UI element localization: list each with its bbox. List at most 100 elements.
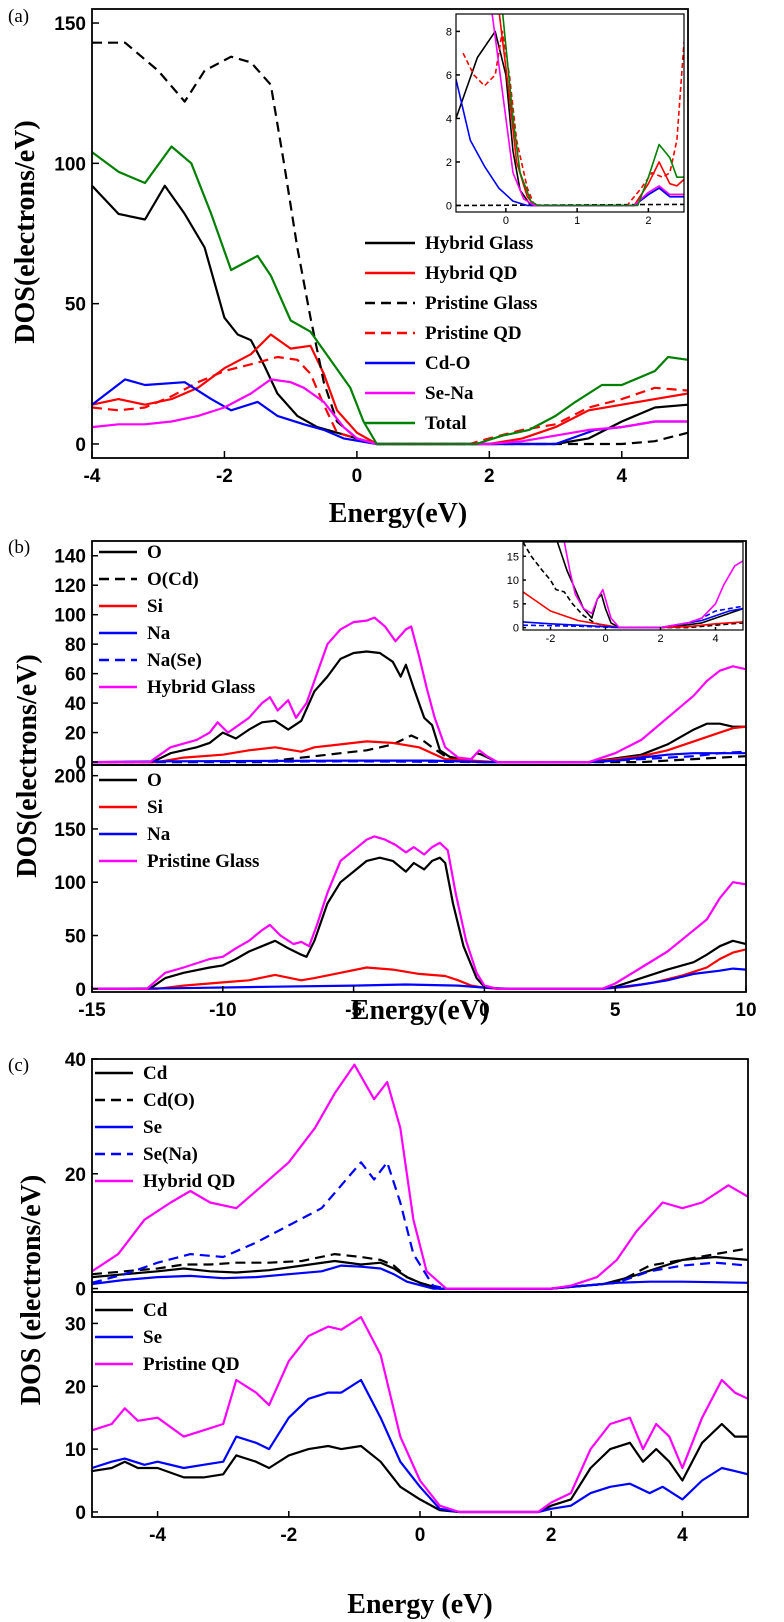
- series-group: [92, 835, 746, 990]
- y-axis-title: DOS (electrons/eV): [16, 1175, 47, 1405]
- y-tick-label: 0: [75, 1503, 86, 1524]
- x-tick-label: 5: [610, 1000, 621, 1021]
- series-line-se: [92, 1378, 748, 1514]
- plot-frame: [455, 13, 685, 213]
- series-group: [92, 1316, 748, 1514]
- series-line-hybrid-glass: [92, 184, 688, 446]
- series-line-si: [523, 591, 743, 629]
- x-tick-label: 0: [602, 633, 608, 645]
- chart-b-inset: 0 5 10 15 -2 0 2 4: [507, 541, 744, 645]
- y-tick-label: 40: [65, 694, 86, 715]
- series-line-o: [92, 856, 746, 990]
- series-line-hybrid-qd: [92, 1063, 748, 1290]
- legend-label-o-cd: O(Cd): [147, 569, 199, 590]
- y-tick-label: 50: [65, 927, 86, 948]
- y-tick-label: 10: [507, 575, 519, 587]
- y-tick-label: 5: [513, 599, 519, 611]
- series-line-pristine-qd: [462, 30, 684, 207]
- x-tick-label: 4: [712, 633, 718, 645]
- series-group: [92, 1063, 748, 1290]
- legend-label-se-na: Se-Na: [425, 383, 474, 404]
- x-tick-label: 0: [479, 1000, 490, 1021]
- series-line-total: [92, 145, 688, 446]
- legend-label-pristine-qd: Pristine QD: [143, 1354, 240, 1375]
- series-line-na-se: [523, 605, 743, 629]
- y-tick-label: 0: [75, 753, 86, 774]
- series-group: [92, 41, 688, 446]
- y-tick-label: 8: [446, 26, 452, 38]
- y-tick-label: 0: [75, 980, 86, 1001]
- y-tick-label: 100: [54, 873, 86, 894]
- x-tick-label: 1: [574, 215, 580, 227]
- x-tick-label: -4: [149, 1525, 166, 1546]
- series-line-hybrid-qd: [92, 333, 688, 446]
- x-tick-label: 2: [657, 633, 663, 645]
- y-tick-label: 60: [65, 665, 86, 686]
- chart-a-inset: 0 2 4 6 8 0 1 2: [446, 13, 685, 227]
- legend-label-hybrid-glass: Hybrid Glass: [147, 677, 255, 698]
- series-line-o: [92, 650, 746, 764]
- legend-label-si: Si: [147, 797, 163, 818]
- chart-c-top: 0 20 40 Cd Cd(O) Se Se(Na) Hybrid QD: [65, 1050, 749, 1301]
- series-line-cd-o: [92, 1247, 748, 1290]
- legend-label-cd-o: Cd(O): [143, 1090, 195, 1111]
- legend-label-pristine-glass: Pristine Glass: [147, 851, 259, 872]
- series-line-pristine-qd: [92, 1316, 748, 1514]
- legend-label-o: O: [147, 542, 162, 563]
- y-axis-title: DOS(electrons/eV): [10, 120, 41, 343]
- legend-label-se: Se: [143, 1327, 162, 1348]
- y-tick-label: 100: [54, 606, 86, 627]
- x-tick-label: -2: [280, 1525, 297, 1546]
- panel-label: (b): [8, 537, 30, 558]
- legend-label-cd: Cd: [143, 1063, 168, 1084]
- y-tick-label: 20: [65, 724, 86, 745]
- x-tick-label: 2: [546, 1525, 557, 1546]
- series-line-se-na: [92, 378, 688, 446]
- x-tick-label: 0: [352, 466, 363, 487]
- series-line-cd-o: [456, 79, 684, 207]
- legend-label-si: Si: [147, 596, 163, 617]
- series-line-pristine-qd: [92, 355, 688, 446]
- chart-b-bottom: 0 50 100 150 200 -15 -10 -5 0 5 10 O Si Na Pristine Gl…: [54, 764, 757, 1021]
- series-line-si: [92, 725, 746, 764]
- x-tick-label: -10: [209, 1000, 236, 1021]
- legend-label-se: Se: [143, 1117, 162, 1138]
- x-tick-label: 0: [503, 215, 509, 227]
- series-line-cd: [92, 1422, 748, 1514]
- y-tick-label: 200: [54, 767, 86, 788]
- legend-label-o: O: [147, 770, 162, 791]
- y-tick-label: 100: [54, 154, 86, 175]
- y-tick-label: 6: [446, 70, 452, 82]
- y-tick-label: 2: [446, 157, 452, 169]
- legend-label-na: Na: [147, 623, 171, 644]
- x-tick-label: -5: [345, 1000, 362, 1021]
- y-tick-label: 30: [65, 1314, 86, 1335]
- series-line-pristine-glass: [92, 835, 746, 990]
- x-tick-label: 4: [677, 1525, 688, 1546]
- x-tick-label: -4: [84, 466, 101, 487]
- plot-frame: [522, 541, 744, 631]
- y-tick-label: 4: [446, 113, 452, 125]
- panel-label: (c): [8, 1055, 29, 1076]
- series-line-pristine-glass: [92, 41, 688, 446]
- x-axis-title: Energy(eV): [351, 995, 489, 1026]
- y-axis-title: DOS(electrons/eV): [12, 654, 43, 877]
- plot-frame: [91, 8, 689, 459]
- y-tick-label: 80: [65, 635, 86, 656]
- y-tick-label: 20: [65, 1377, 86, 1398]
- series-group: [456, 14, 684, 207]
- y-tick-label: 0: [75, 435, 86, 456]
- legend-label-na: Na: [147, 824, 171, 845]
- legend-label-hybrid-qd: Hybrid QD: [143, 1171, 235, 1192]
- series-group: [92, 616, 746, 764]
- plot-frame: [91, 764, 747, 993]
- x-tick-label: 2: [645, 215, 651, 227]
- y-tick-label: 120: [54, 576, 86, 597]
- x-tick-label: 0: [415, 1525, 426, 1546]
- y-tick-label: 15: [507, 551, 519, 563]
- legend-label-se-na: Se(Na): [143, 1144, 198, 1165]
- x-tick-label: 4: [616, 466, 627, 487]
